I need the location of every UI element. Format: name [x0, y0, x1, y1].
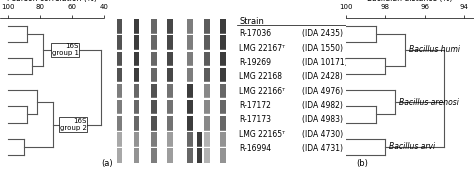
Text: (IDA 4982): (IDA 4982) — [302, 101, 343, 110]
Bar — [220, 100, 226, 115]
Bar — [151, 100, 157, 115]
Text: LMG 22168: LMG 22168 — [239, 72, 282, 81]
Bar — [220, 52, 226, 66]
Bar — [220, 84, 226, 98]
Bar — [220, 132, 226, 147]
Bar — [204, 100, 210, 115]
Bar — [134, 116, 139, 131]
Bar — [167, 116, 173, 131]
Bar — [134, 35, 139, 50]
Bar — [187, 68, 192, 82]
Bar — [187, 35, 192, 50]
Bar — [204, 35, 210, 50]
Bar — [134, 148, 139, 163]
X-axis label: Pearson correlation (%): Pearson correlation (%) — [7, 0, 97, 3]
Text: Bacillus humi: Bacillus humi — [409, 45, 460, 55]
Bar — [167, 84, 173, 98]
Bar — [117, 148, 122, 163]
Bar — [204, 52, 210, 66]
Bar — [117, 116, 122, 131]
Bar — [197, 132, 202, 147]
Bar — [204, 84, 210, 98]
Bar — [167, 68, 173, 82]
Bar — [151, 148, 157, 163]
Bar — [204, 148, 210, 163]
Bar — [220, 35, 226, 50]
Bar — [134, 132, 139, 147]
X-axis label: Euclidian distance (%): Euclidian distance (%) — [367, 0, 453, 3]
Text: (a): (a) — [101, 159, 113, 168]
Text: LMG 22166ᵀ: LMG 22166ᵀ — [239, 87, 285, 96]
Bar — [151, 68, 157, 82]
Bar — [151, 132, 157, 147]
Bar — [167, 19, 173, 34]
Text: (b): (b) — [356, 159, 368, 168]
Bar — [117, 132, 122, 147]
Bar — [117, 84, 122, 98]
Bar — [151, 84, 157, 98]
Text: R-17036: R-17036 — [239, 29, 271, 38]
Bar — [167, 148, 173, 163]
Bar — [134, 68, 139, 82]
Bar — [134, 100, 139, 115]
Text: R-17172: R-17172 — [239, 101, 271, 110]
Text: Bacillus arvi: Bacillus arvi — [389, 142, 436, 151]
Bar — [220, 148, 226, 163]
Bar — [167, 52, 173, 66]
Text: (IDA 2435): (IDA 2435) — [302, 29, 343, 38]
Bar — [117, 68, 122, 82]
Bar — [187, 116, 192, 131]
Bar — [187, 132, 192, 147]
Bar — [167, 132, 173, 147]
Bar — [117, 19, 122, 34]
Text: R-17173: R-17173 — [239, 115, 271, 124]
Text: R-16994: R-16994 — [239, 144, 271, 153]
Bar — [220, 19, 226, 34]
Bar — [204, 68, 210, 82]
Bar — [151, 19, 157, 34]
Bar — [134, 84, 139, 98]
Bar — [220, 68, 226, 82]
Bar — [151, 116, 157, 131]
Text: (IDA 2428): (IDA 2428) — [302, 72, 343, 81]
Bar — [197, 148, 202, 163]
Text: Strain: Strain — [239, 17, 264, 26]
Bar — [117, 35, 122, 50]
Text: Bacillus arenosi: Bacillus arenosi — [399, 98, 459, 107]
Text: (IDA 1550): (IDA 1550) — [302, 44, 343, 53]
Text: (IDA 10171): (IDA 10171) — [302, 58, 348, 67]
Text: 16S
group 2: 16S group 2 — [60, 118, 87, 131]
Text: (IDA 4976): (IDA 4976) — [302, 87, 344, 96]
Bar — [187, 148, 192, 163]
Bar — [204, 19, 210, 34]
Text: R-19269: R-19269 — [239, 58, 271, 67]
Bar — [187, 52, 192, 66]
Bar — [187, 100, 192, 115]
Bar — [167, 100, 173, 115]
Bar — [151, 35, 157, 50]
Bar — [117, 100, 122, 115]
Bar — [187, 84, 192, 98]
Bar — [117, 52, 122, 66]
Text: LMG 22167ᵀ: LMG 22167ᵀ — [239, 44, 285, 53]
Bar — [220, 116, 226, 131]
Bar — [204, 132, 210, 147]
Bar — [134, 19, 139, 34]
Bar — [187, 19, 192, 34]
Bar — [167, 35, 173, 50]
Bar — [204, 116, 210, 131]
Bar — [134, 52, 139, 66]
Text: (IDA 4731): (IDA 4731) — [302, 144, 343, 153]
Text: 16S
group 1: 16S group 1 — [52, 43, 79, 56]
Text: (IDA 4983): (IDA 4983) — [302, 115, 343, 124]
Text: (IDA 4730): (IDA 4730) — [302, 130, 344, 139]
Bar — [151, 52, 157, 66]
Text: LMG 22165ᵀ: LMG 22165ᵀ — [239, 130, 285, 139]
